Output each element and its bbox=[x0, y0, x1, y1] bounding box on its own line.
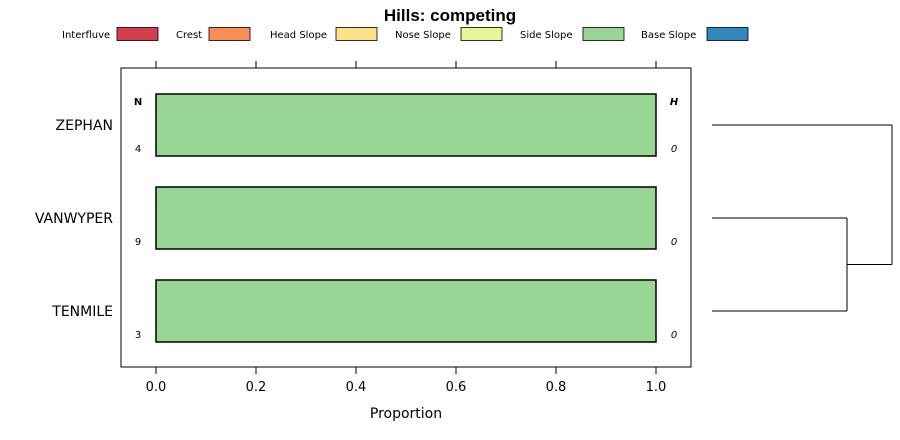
legend-swatch-side-slope bbox=[582, 27, 625, 41]
legend-swatch-head-slope bbox=[335, 27, 378, 41]
n-value-zephan: 4 bbox=[135, 144, 141, 155]
n-value-tenmile: 3 bbox=[135, 330, 141, 341]
legend-label-crest: Crest bbox=[176, 30, 202, 41]
plot-frame bbox=[120, 67, 692, 368]
x-tick-label: 0.6 bbox=[446, 380, 467, 395]
h-value-vanwyper: 0 bbox=[671, 237, 677, 248]
legend-label-side-slope: Side Slope bbox=[520, 30, 573, 41]
dendrogram bbox=[712, 124, 893, 312]
row-label-tenmile: TENMILE bbox=[51, 304, 113, 320]
legend-label-head-slope: Head Slope bbox=[270, 30, 327, 41]
h-value-tenmile: 0 bbox=[671, 330, 677, 341]
legend-swatch-base-slope bbox=[706, 27, 749, 41]
n-value-vanwyper: 9 bbox=[135, 237, 141, 248]
legend-label-base-slope: Base Slope bbox=[641, 30, 696, 41]
row-annotations: 4 0 9 0 3 0 bbox=[135, 144, 677, 341]
bar-vanwyper-side-slope bbox=[155, 186, 657, 250]
row-labels: ZEPHAN VANWYPER TENMILE bbox=[35, 118, 113, 320]
x-tick-label: 0.0 bbox=[146, 380, 167, 395]
axis-ticks: 0.0 0.2 0.4 0.6 0.8 1.0 bbox=[146, 61, 667, 395]
x-tick-label: 0.4 bbox=[346, 380, 367, 395]
x-tick-label: 1.0 bbox=[646, 380, 667, 395]
x-axis-label: Proportion bbox=[370, 406, 442, 422]
legend-swatch-crest bbox=[208, 27, 251, 41]
bars bbox=[155, 93, 657, 343]
row-label-zephan: ZEPHAN bbox=[56, 118, 113, 134]
legend-label-interfluve: Interfluve bbox=[62, 30, 110, 41]
legend-swatch-interfluve bbox=[116, 27, 159, 41]
x-tick-label: 0.2 bbox=[246, 380, 267, 395]
h-column-header: H bbox=[670, 97, 679, 108]
legend-swatch-nose-slope bbox=[460, 27, 503, 41]
legend: Interfluve Crest Head Slope Nose Slope Side … bbox=[62, 27, 749, 41]
bar-tenmile-side-slope bbox=[155, 279, 657, 343]
legend-label-nose-slope: Nose Slope bbox=[395, 30, 451, 41]
bar-zephan-side-slope bbox=[155, 93, 657, 157]
n-column-header: N bbox=[134, 97, 142, 108]
chart-title: Hills: competing bbox=[384, 6, 516, 25]
x-tick-label: 0.8 bbox=[546, 380, 567, 395]
h-value-zephan: 0 bbox=[671, 144, 677, 155]
row-label-vanwyper: VANWYPER bbox=[35, 211, 113, 227]
